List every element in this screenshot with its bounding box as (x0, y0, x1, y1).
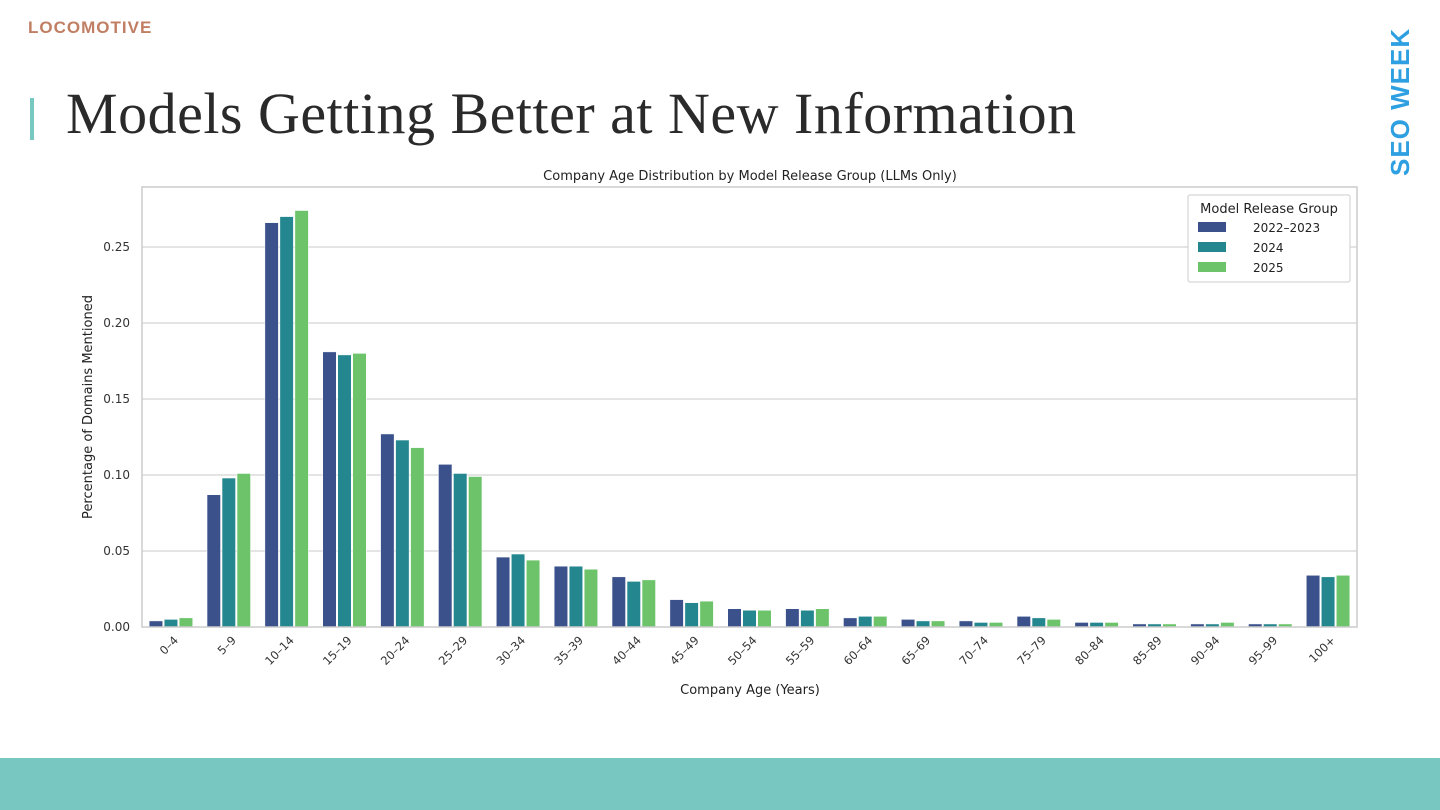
bar (858, 616, 873, 628)
bar (496, 556, 511, 628)
bar (279, 216, 294, 628)
bar (815, 608, 830, 628)
bar (684, 602, 699, 628)
bar (221, 477, 236, 628)
x-tick-label: 80–84 (1072, 633, 1107, 668)
legend-label: 2022–2023 (1253, 221, 1320, 235)
bar (901, 619, 916, 628)
bar (294, 210, 309, 628)
x-tick-label: 65–69 (899, 633, 934, 668)
x-tick-label: 55–59 (783, 633, 818, 668)
legend-label: 2024 (1253, 241, 1284, 255)
y-tick-label: 0.00 (103, 620, 130, 634)
bar (163, 619, 178, 628)
x-tick-label: 35–39 (551, 633, 586, 668)
bar (322, 351, 337, 628)
y-tick-label: 0.20 (103, 316, 130, 330)
x-tick-label: 30–34 (494, 633, 529, 668)
chart-title: Company Age Distribution by Model Releas… (543, 169, 957, 184)
x-axis-ticks: 0–4 5–9 10–14 15–19 20–24 25–29 30–34 35–39 40–4… (157, 633, 1338, 668)
bar (757, 610, 772, 628)
y-tick-label: 0.15 (103, 392, 130, 406)
locomotive-logo: LOCOMOTIVE (28, 18, 153, 37)
bar (178, 617, 193, 628)
bar (553, 565, 568, 628)
y-axis-ticks: 0.00 0.05 0.10 0.15 0.20 0.25 (103, 240, 130, 634)
bar (468, 476, 483, 628)
legend-swatch (1198, 242, 1226, 252)
x-axis-label: Company Age (Years) (680, 683, 820, 698)
bar (916, 620, 931, 628)
bar (641, 579, 656, 628)
bar (958, 620, 973, 628)
x-tick-label: 85–89 (1130, 633, 1165, 668)
y-tick-label: 0.05 (103, 544, 130, 558)
y-tick-label: 0.25 (103, 240, 130, 254)
bar (1046, 619, 1061, 628)
bar (1321, 576, 1336, 628)
bar (669, 599, 684, 628)
x-tick-label: 60–64 (841, 633, 876, 668)
bar (1016, 616, 1031, 628)
x-tick-label: 20–24 (378, 633, 413, 668)
x-tick-label: 15–19 (320, 633, 355, 668)
bar (583, 568, 598, 628)
bar (148, 620, 163, 628)
bar (236, 473, 251, 628)
seo-week-brand: SEO WEEK (1385, 27, 1415, 176)
x-tick-label: 90–94 (1188, 633, 1223, 668)
bar (206, 494, 221, 628)
bar (568, 565, 583, 628)
bar (931, 620, 946, 628)
bar (264, 222, 279, 628)
bar (699, 600, 714, 628)
legend: Model Release Group 2022–2023 2024 2025 (1187, 194, 1351, 283)
bar (380, 433, 395, 628)
bar (1306, 575, 1321, 628)
bar (453, 473, 468, 628)
bar (785, 608, 800, 628)
bar (1336, 575, 1351, 628)
y-axis-label: Percentage of Domains Mentioned (81, 295, 96, 519)
legend-swatch (1198, 262, 1226, 272)
bar (611, 576, 626, 628)
bar (526, 559, 541, 628)
bar (511, 553, 526, 628)
plot-frame (141, 186, 1358, 628)
bar (742, 610, 757, 628)
bar (727, 608, 742, 628)
bar (873, 616, 888, 628)
bar (800, 610, 815, 628)
bar (843, 617, 858, 628)
legend-swatch (1198, 222, 1226, 232)
legend-box (1187, 194, 1351, 283)
bar (410, 447, 425, 628)
bar (352, 353, 367, 628)
bar (626, 581, 641, 628)
bars (148, 210, 1351, 628)
x-tick-label: 10–14 (262, 633, 297, 668)
bar (337, 354, 352, 628)
x-tick-label: 5–9 (215, 633, 239, 657)
slide-title: Models Getting Better at New Information (66, 81, 1077, 146)
x-tick-label: 100+ (1306, 633, 1338, 665)
title-accent-bar (30, 98, 34, 140)
bar (1031, 617, 1046, 628)
x-tick-label: 45–49 (667, 633, 702, 668)
legend-title: Model Release Group (1200, 202, 1338, 217)
x-tick-label: 75–79 (1014, 633, 1049, 668)
x-tick-label: 95–99 (1246, 633, 1281, 668)
legend-label: 2025 (1253, 261, 1284, 275)
footer-band (0, 758, 1440, 810)
y-tick-label: 0.10 (103, 468, 130, 482)
x-tick-label: 40–44 (609, 633, 644, 668)
bar (438, 464, 453, 628)
x-tick-label: 0–4 (157, 633, 181, 657)
x-tick-label: 50–54 (725, 633, 760, 668)
x-tick-label: 70–74 (956, 633, 991, 668)
bar (395, 439, 410, 628)
bar-chart: Company Age Distribution by Model Releas… (81, 169, 1358, 698)
x-tick-label: 25–29 (436, 633, 471, 668)
